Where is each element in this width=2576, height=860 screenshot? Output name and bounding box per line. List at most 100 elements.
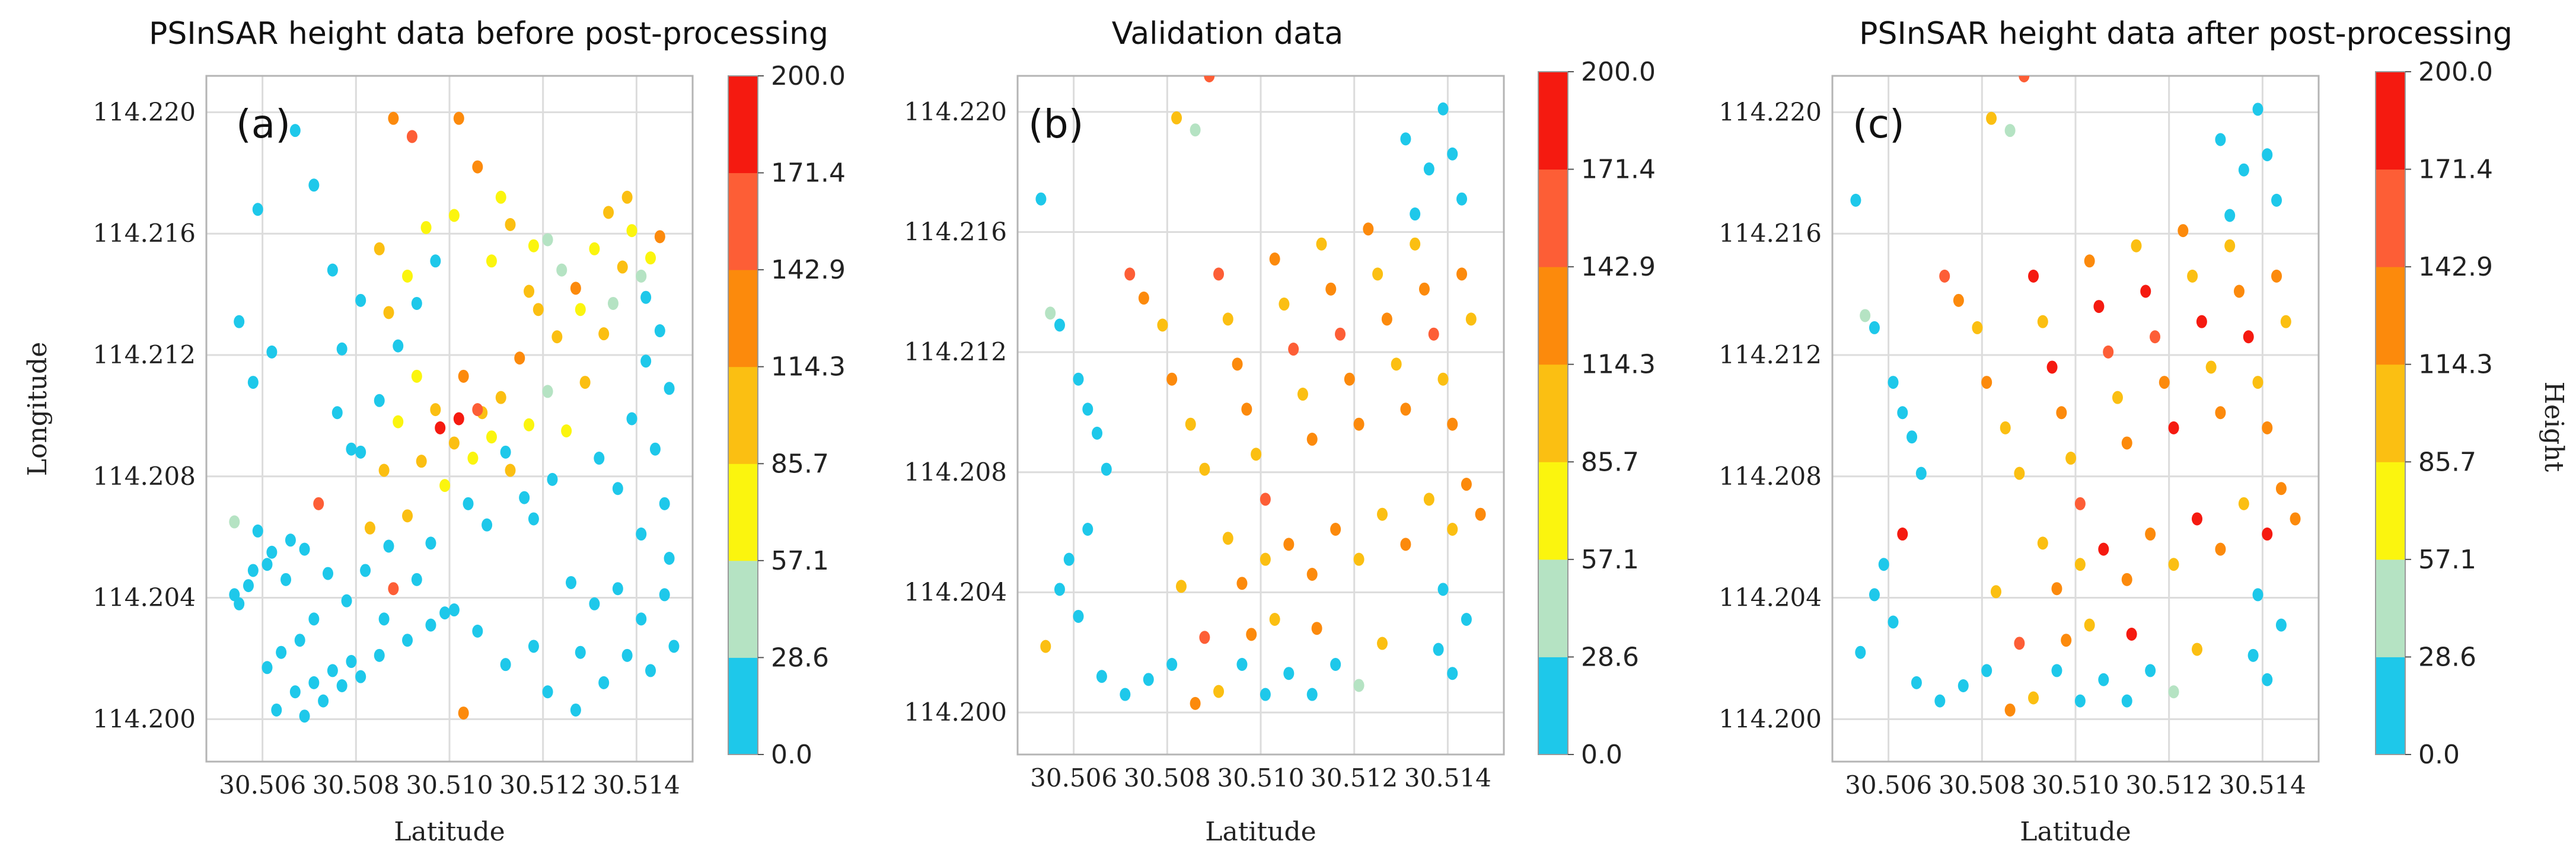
data-point — [1199, 462, 1210, 476]
data-point — [448, 436, 460, 450]
y-tick-label: 114.208 — [93, 462, 196, 491]
data-point — [1185, 417, 1196, 431]
y-tick-label: 114.220 — [1719, 97, 1822, 126]
data-point — [505, 218, 516, 231]
x-tick-label: 30.512 — [1311, 763, 1398, 792]
data-point — [2224, 239, 2236, 252]
colorbar-tick-label: 28.6 — [771, 642, 829, 673]
data-point — [1213, 267, 1225, 281]
data-point — [570, 282, 581, 295]
colorbar-band — [2376, 462, 2405, 560]
data-point — [1325, 282, 1337, 296]
colorbar-tick-label: 85.7 — [771, 449, 829, 479]
data-point — [453, 111, 464, 125]
data-point — [378, 463, 390, 477]
data-point — [364, 521, 375, 535]
x-tick-label: 30.514 — [2219, 771, 2306, 800]
data-point — [2187, 269, 2198, 283]
data-point — [2126, 627, 2137, 641]
y-tick-label: 114.220 — [93, 97, 196, 126]
data-point — [636, 269, 647, 283]
data-point — [589, 242, 600, 255]
colorbar-band — [2376, 267, 2405, 365]
data-point — [2275, 618, 2287, 632]
colorbar-tick-label: 200.0 — [1581, 57, 1656, 87]
data-point — [589, 597, 600, 610]
data-point — [327, 263, 338, 277]
data-point — [1447, 523, 1458, 536]
colorbar-tick-label: 142.9 — [2418, 252, 2493, 282]
points — [229, 111, 680, 723]
data-point — [2084, 254, 2095, 268]
x-tick-label: 30.510 — [406, 771, 493, 800]
colorbar-tick-label: 171.4 — [771, 158, 846, 188]
y-axis-label: Longitude — [23, 342, 53, 477]
data-point — [2046, 360, 2058, 374]
data-point — [262, 661, 273, 674]
plot-frame — [1831, 75, 2320, 763]
data-point — [1054, 318, 1065, 332]
data-point — [234, 315, 245, 328]
colorbar: 0.0 28.6 57.1 85.7 114.3 142.9 171.4 200.0 — [1538, 57, 1656, 770]
data-point — [1957, 679, 1969, 693]
data-point — [406, 130, 417, 143]
colorbar-tick-label: 0.0 — [1581, 740, 1622, 770]
data-point — [2247, 648, 2259, 662]
data-point — [402, 509, 413, 523]
panel-label: (b) — [1028, 101, 1083, 147]
y-tick-label: 114.212 — [93, 340, 196, 369]
data-point — [439, 606, 451, 620]
data-point — [360, 564, 371, 577]
points — [1035, 76, 1486, 710]
data-point — [640, 354, 652, 368]
data-point — [603, 206, 614, 219]
data-point — [2215, 406, 2226, 420]
data-point — [1143, 673, 1154, 686]
panel-label: (c) — [1853, 101, 1905, 147]
data-point — [1461, 613, 1472, 626]
data-point — [1213, 685, 1225, 698]
data-point — [308, 178, 320, 192]
data-point — [1456, 267, 1468, 281]
data-point — [1400, 402, 1411, 416]
data-point — [1335, 327, 1346, 341]
data-point — [2061, 634, 2072, 647]
data-point — [612, 482, 623, 495]
data-point — [524, 418, 535, 431]
data-point — [2028, 691, 2039, 705]
data-point — [1953, 293, 1964, 307]
data-point — [2168, 421, 2179, 434]
data-point — [1269, 252, 1280, 266]
colorbar-tick-label: 200.0 — [2418, 57, 2493, 87]
data-point — [1377, 507, 1388, 521]
data-point — [1251, 447, 1262, 461]
data-point — [1306, 688, 1318, 701]
data-point — [374, 648, 385, 662]
data-point — [313, 497, 324, 510]
colorbar-band — [2376, 72, 2405, 170]
colorbar-tick-label: 57.1 — [771, 546, 829, 576]
data-point — [1381, 312, 1392, 326]
data-point — [299, 542, 310, 556]
x-tick-label: 30.508 — [1124, 763, 1211, 792]
data-point — [1465, 312, 1477, 326]
data-point — [579, 376, 591, 389]
data-point — [453, 412, 464, 426]
data-point — [2121, 436, 2132, 450]
data-point — [393, 415, 404, 429]
data-point — [472, 624, 483, 638]
colorbar-band — [2376, 169, 2405, 267]
colorbar-tick-label: 57.1 — [2418, 545, 2476, 575]
data-point — [2098, 673, 2109, 686]
colorbar-tick-label: 57.1 — [1581, 545, 1639, 575]
data-point — [1260, 688, 1271, 701]
colorbar: 0.0 28.6 57.1 85.7 114.3 142.9 171.4 200.0 — [2375, 57, 2493, 770]
data-point — [1241, 402, 1252, 416]
data-point — [472, 403, 483, 417]
data-point — [420, 220, 432, 234]
data-point — [1461, 478, 1472, 491]
data-point — [2121, 694, 2132, 708]
colorbar-tick-label: 171.4 — [1581, 155, 1656, 185]
colorbar-tick-label: 28.6 — [2418, 642, 2476, 672]
